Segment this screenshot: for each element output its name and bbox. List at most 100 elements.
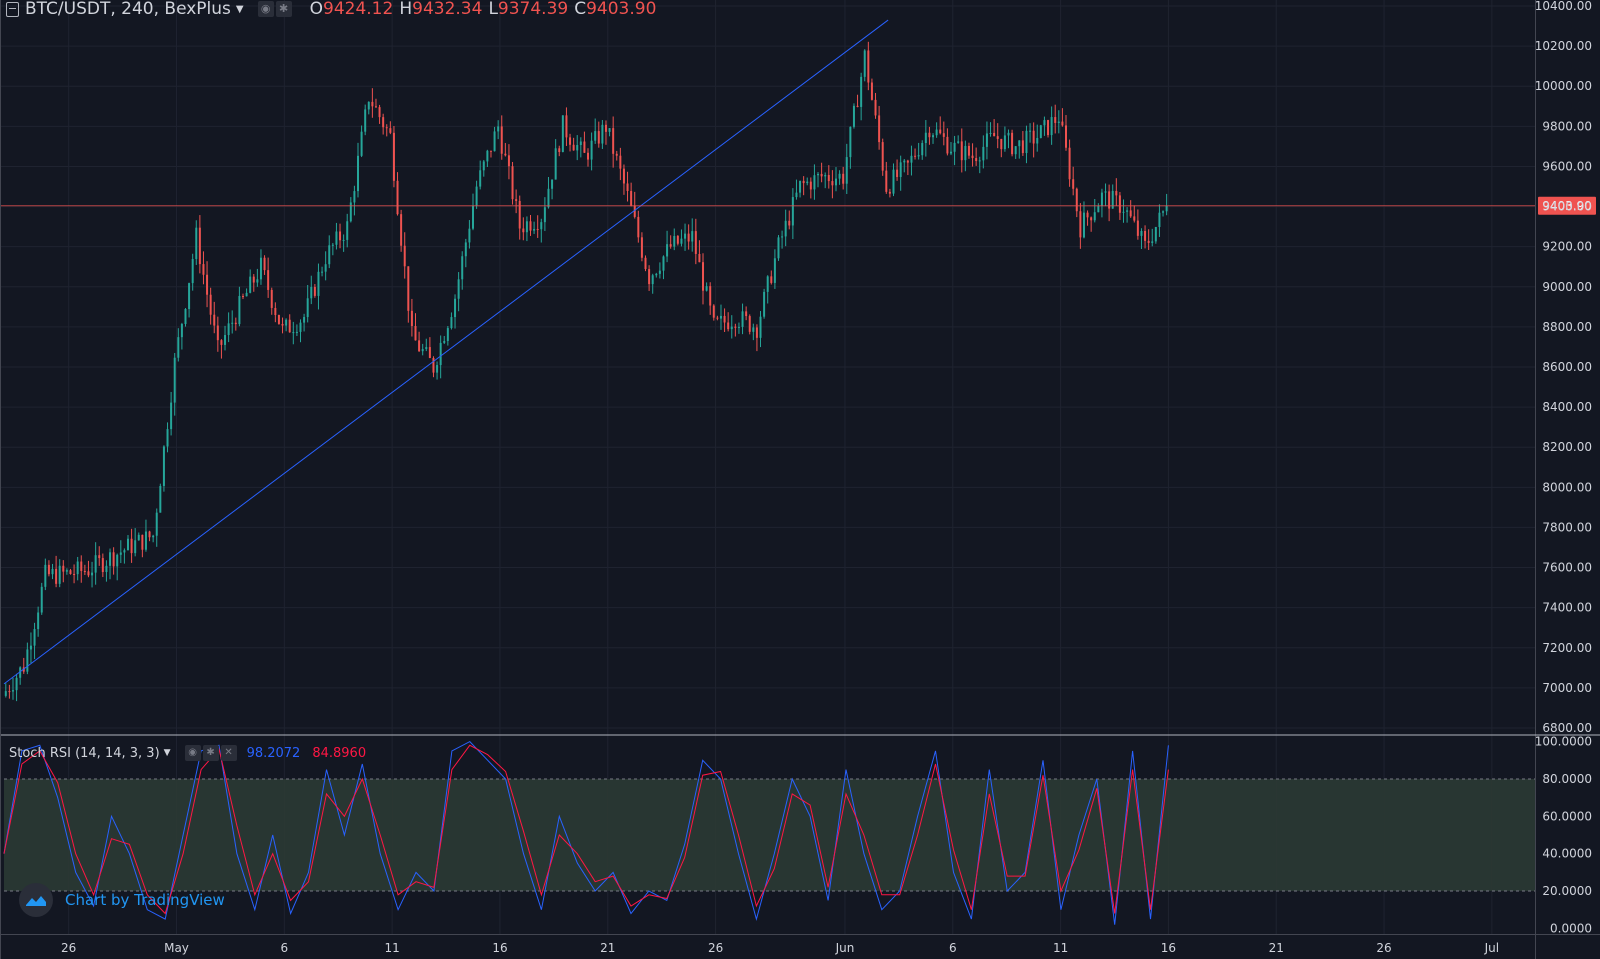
candle (569, 133, 572, 152)
chevron-down-icon[interactable]: ▼ (163, 748, 171, 758)
candle (763, 288, 766, 319)
chevron-down-icon[interactable]: ▼ (235, 3, 244, 15)
candle-body (443, 340, 446, 343)
candle (982, 135, 985, 169)
time-axis-label: 6 (949, 941, 957, 955)
candle-body (949, 151, 952, 154)
price-axis-label: 10200.00 (1535, 39, 1592, 53)
trendline[interactable] (3, 19, 889, 685)
candle-body (881, 142, 884, 171)
candle-body (159, 485, 162, 513)
candle (51, 563, 54, 580)
candle (817, 172, 820, 188)
candle (985, 121, 988, 160)
candle (44, 558, 47, 591)
candle (892, 163, 895, 197)
candle-body (385, 127, 388, 129)
candle (684, 223, 687, 251)
candle-body (299, 322, 302, 332)
candle (137, 532, 140, 541)
candle (885, 161, 888, 194)
candle (26, 642, 29, 675)
candle-body (227, 323, 230, 336)
menu-icon[interactable] (6, 1, 19, 17)
candle (1090, 216, 1093, 232)
candle (342, 234, 345, 252)
candle (1036, 124, 1039, 152)
candle-body (932, 135, 935, 138)
candle (799, 180, 802, 198)
candle (658, 262, 661, 279)
candle-body (928, 132, 931, 138)
candle-body (1165, 205, 1168, 212)
candle (644, 255, 647, 272)
candle-body (669, 244, 672, 247)
candle (123, 548, 126, 564)
candle (953, 135, 956, 166)
candle (942, 121, 945, 146)
candle-body (633, 205, 636, 217)
candle (960, 128, 963, 173)
candle (655, 272, 658, 278)
candle-body (4, 691, 7, 696)
candle (15, 673, 18, 702)
close-icon[interactable]: ✕ (220, 745, 237, 761)
indicator-name[interactable]: Stoch RSI (14, 14, 3, 3) (9, 745, 160, 761)
candle (331, 242, 334, 256)
candle-body (1122, 211, 1125, 213)
symbol-title[interactable]: BTC/USDT, 240, BexPlus (25, 0, 231, 19)
candle (626, 171, 629, 202)
branding-text[interactable]: Chart by TradingView (65, 891, 225, 909)
candle-body (1011, 132, 1014, 155)
trendline-segment[interactable] (3, 19, 889, 685)
candle-body (479, 170, 482, 187)
candle (860, 72, 863, 121)
candle (1032, 122, 1035, 158)
candle-body (486, 150, 489, 162)
candle (1129, 200, 1132, 218)
candle (914, 148, 917, 160)
candle (224, 325, 227, 351)
candle (694, 218, 697, 265)
candle-body (321, 271, 324, 273)
candle (37, 606, 40, 637)
candle-body (500, 126, 503, 154)
stoch-k-value: 98.2072 (246, 745, 301, 761)
candle-body (985, 133, 988, 147)
candle (91, 561, 94, 588)
candle (450, 312, 453, 330)
candle-body (1086, 212, 1089, 218)
candle (371, 88, 374, 118)
time-axis-label: 16 (1161, 941, 1176, 955)
tradingview-branding[interactable]: Chart by TradingView (19, 883, 225, 917)
candle-body (791, 197, 794, 226)
eye-icon[interactable]: ◉ (184, 745, 201, 761)
candle-body (910, 155, 913, 163)
eye-icon[interactable]: ◉ (257, 1, 274, 17)
candle (144, 519, 147, 552)
price-axis-label: 7800.00 (1542, 520, 1592, 534)
candle (267, 257, 270, 298)
candle-body (759, 316, 762, 338)
candle (770, 270, 773, 285)
candle (576, 135, 579, 161)
candle-body (436, 365, 439, 373)
candle-body (1036, 137, 1039, 144)
candle (529, 215, 532, 236)
candle (648, 265, 651, 291)
candle-body (1147, 240, 1150, 243)
candle (116, 553, 119, 581)
gear-icon[interactable]: ✱ (202, 745, 219, 761)
stoch-axis-label: 0.0000 (1550, 921, 1592, 935)
gear-icon[interactable]: ✱ (275, 1, 292, 17)
candle (180, 322, 183, 350)
candle (669, 235, 672, 249)
stoch-axis-label: 100.0000 (1535, 735, 1592, 749)
candle-body (180, 323, 183, 338)
candle-body (709, 286, 712, 306)
time-axis-label: 21 (1269, 941, 1284, 955)
candle (428, 337, 431, 359)
